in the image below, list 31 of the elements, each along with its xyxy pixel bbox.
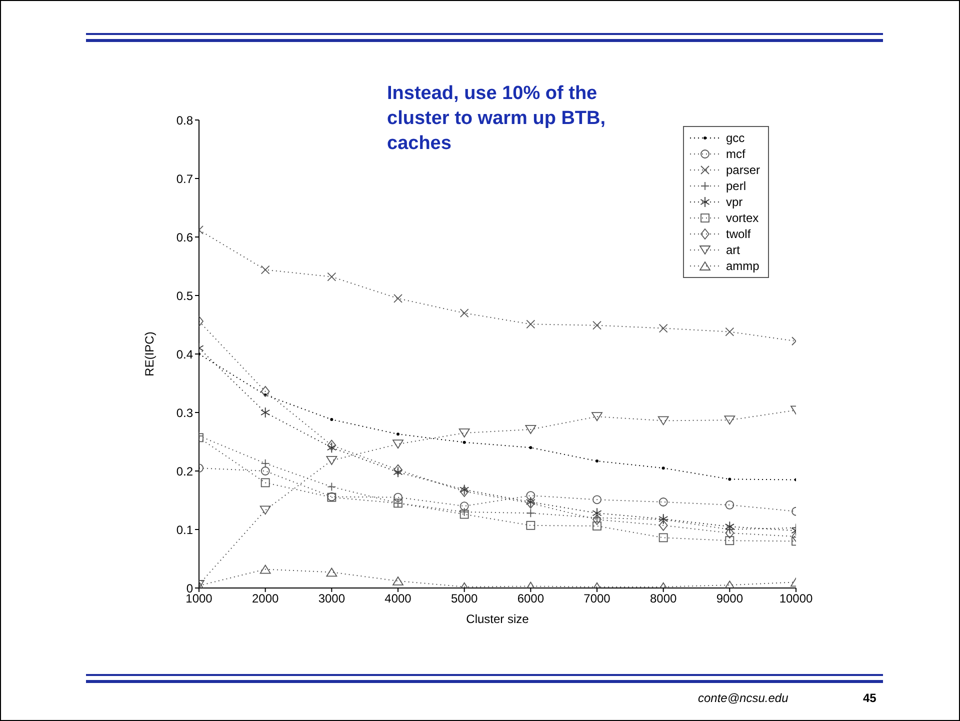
x-tick-label: 4000 <box>384 592 412 606</box>
legend-label: parser <box>726 163 760 177</box>
legend-label: vortex <box>726 211 759 225</box>
y-tick-label: 0.4 <box>176 347 194 362</box>
x-tick-label: 5000 <box>450 592 478 606</box>
legend-label: perl <box>726 179 746 193</box>
x-tick-label: 9000 <box>716 592 744 606</box>
x-tick-label: 8000 <box>650 592 678 606</box>
x-tick-label: 3000 <box>318 592 346 606</box>
legend-label: art <box>726 243 740 257</box>
text: conte@ncsu.edu <box>698 691 788 705</box>
x-tick-label: 2000 <box>252 592 280 606</box>
legend-label: gcc <box>726 131 745 145</box>
y-tick-label: 0.8 <box>176 113 194 128</box>
legend-label: mcf <box>726 147 746 161</box>
y-tick-label: 0.2 <box>176 464 194 478</box>
legend-label: twolf <box>726 227 751 241</box>
y-tick-label: 0.3 <box>176 406 194 420</box>
x-axis-title: Cluster size <box>466 612 530 626</box>
y-tick-label: 0.5 <box>176 288 194 303</box>
legend-label: ammp <box>726 259 760 273</box>
x-tick-label: 10000 <box>779 592 814 606</box>
y-tick-label: 0.6 <box>176 230 194 244</box>
y-axis-title: RE(IPC) <box>142 332 156 376</box>
chart-title: Instead, use 10% of the cluster to warm up BTB, caches <box>387 82 607 156</box>
y-tick-label: 0.1 <box>176 522 194 537</box>
y-tick-label: 0.7 <box>176 172 194 186</box>
x-tick-label: 7000 <box>584 592 611 606</box>
text: 45 <box>863 691 876 705</box>
x-tick-label: 6000 <box>517 592 544 606</box>
legend-label: vpr <box>726 195 743 209</box>
